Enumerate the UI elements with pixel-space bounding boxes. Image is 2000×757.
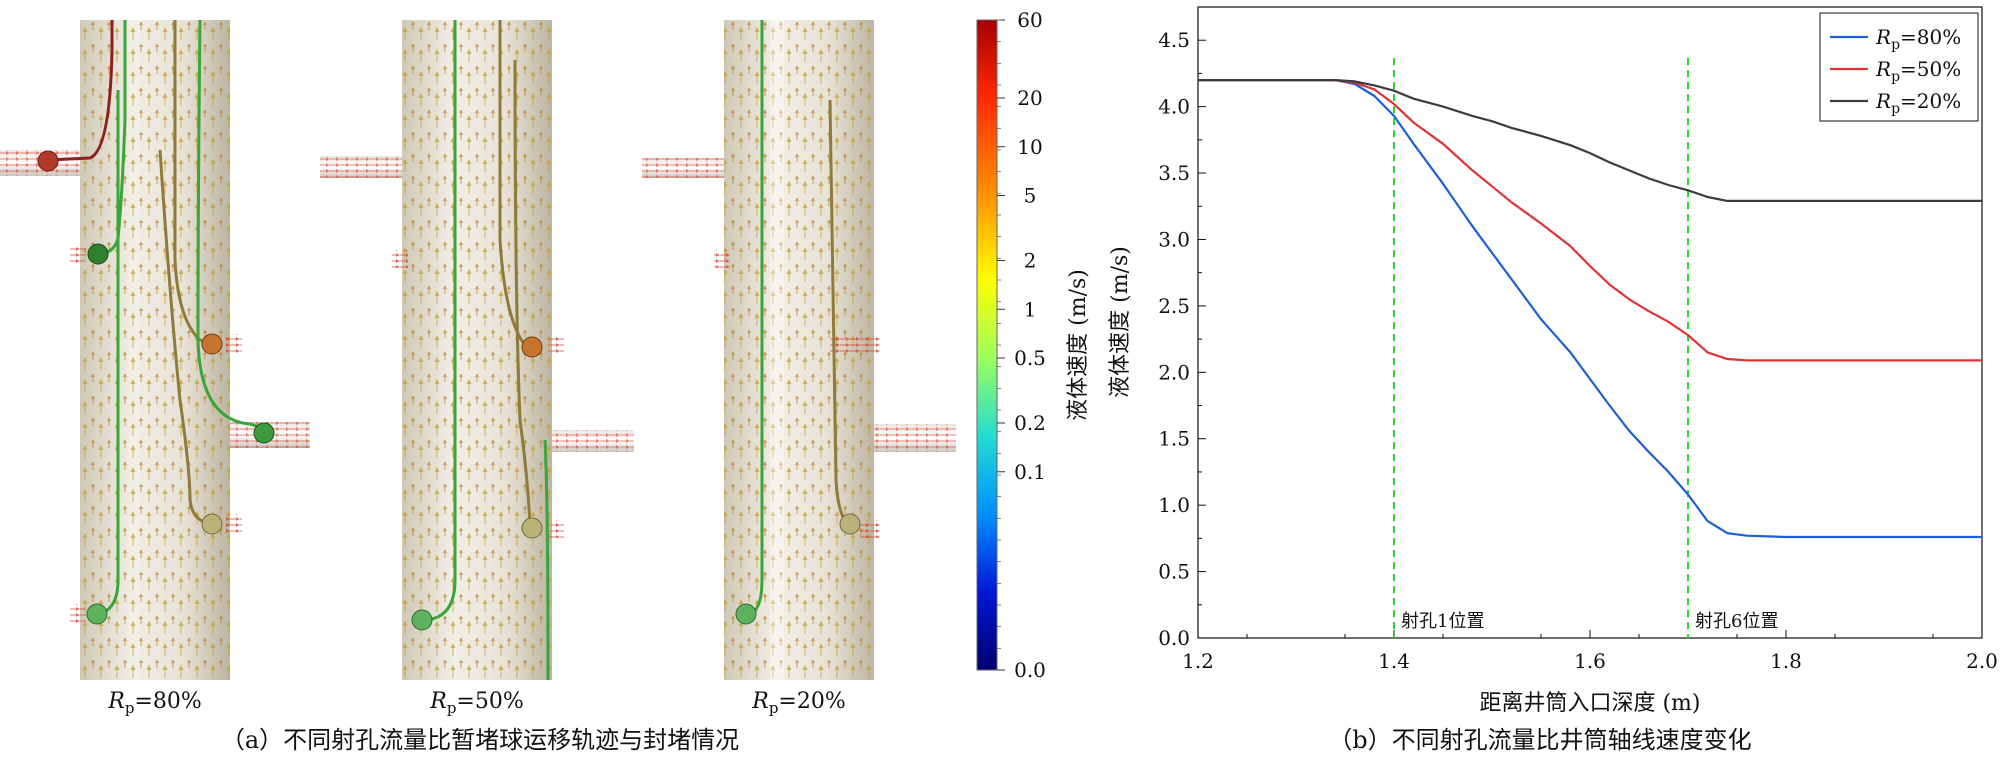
colorbar: 60 20 10 5 2 1 0.5 0.2 0.1 0.0 液体速度 (m/s) xyxy=(976,8,1091,682)
colorbar-tick-label: 60 xyxy=(1017,8,1042,32)
diverting-ball xyxy=(201,513,223,535)
wellbore-cylinder-20 xyxy=(642,20,956,680)
colorbar-tick-label: 0.5 xyxy=(1014,346,1046,370)
colorbar-tick-label: 10 xyxy=(1017,135,1042,159)
diverting-ball xyxy=(521,336,543,358)
wellbore-cylinder-80 xyxy=(0,19,310,680)
diverting-ball xyxy=(87,243,109,265)
wellbore-cylinder-50 xyxy=(320,20,634,681)
legend-label: Rp=50% xyxy=(1875,57,1961,85)
colorbar-title: 液体速度 (m/s) xyxy=(1066,269,1091,421)
caption-b: （b）不同射孔流量比井筒轴线速度变化 xyxy=(1328,726,1751,754)
diverting-ball xyxy=(253,422,275,444)
legend-label: Rp=80% xyxy=(1875,25,1961,53)
colorbar-gradient xyxy=(976,19,998,671)
y-tick-label: 2.0 xyxy=(1158,360,1190,384)
perforation-stub xyxy=(70,604,86,624)
diverting-ball xyxy=(411,609,433,631)
perforation-stub xyxy=(548,336,564,354)
legend-box xyxy=(1819,12,1979,122)
ball-trajectory xyxy=(543,439,550,681)
caption-a: （a）不同射孔流量比暂堵球运移轨迹与封堵情况 xyxy=(221,726,739,754)
panel-a-trajectories: Rp=80% Rp=50% Rp=20% 60 20 10 5 2 1 0.5 0.2 0.1 0… xyxy=(0,8,1091,754)
x-tick-label: 2.0 xyxy=(1966,649,1998,673)
ball-trajectory xyxy=(47,20,114,162)
ball-trajectory xyxy=(196,19,263,430)
perforation-stub xyxy=(714,250,730,268)
x-tick-label: 1.4 xyxy=(1378,649,1410,673)
perforation-stub xyxy=(226,334,242,354)
perforation-marker-label: 射孔1位置 xyxy=(1401,611,1484,632)
series-line xyxy=(1198,79,1982,539)
colorbar-tick-label: 20 xyxy=(1017,86,1042,110)
diverting-ball xyxy=(201,333,223,355)
diverting-ball xyxy=(839,513,861,535)
y-tick-label: 3.5 xyxy=(1158,161,1190,185)
legend-label: Rp=20% xyxy=(1875,89,1961,117)
y-tick-label: 0.5 xyxy=(1158,560,1190,584)
rp-label-20: Rp=20% xyxy=(751,689,846,717)
diverting-ball xyxy=(86,603,108,625)
y-tick-label: 4.5 xyxy=(1158,28,1190,52)
diverting-ball xyxy=(735,603,757,625)
perforation-stub xyxy=(860,520,880,538)
perforation-stub xyxy=(226,514,242,534)
rp-label-80: Rp=80% xyxy=(107,689,202,717)
colorbar-tick-label: 0.0 xyxy=(1014,658,1046,682)
perforation-marker-label: 射孔6位置 xyxy=(1695,611,1778,632)
y-tick-label: 0.0 xyxy=(1158,626,1190,650)
perforation-stub xyxy=(392,250,408,268)
x-tick-label: 1.6 xyxy=(1574,649,1606,673)
colorbar-tick-label: 0.1 xyxy=(1014,460,1046,484)
y-tick-label: 3.0 xyxy=(1158,227,1190,251)
perforation-stub xyxy=(830,336,880,354)
series-line xyxy=(1198,79,1982,202)
perforation-stub xyxy=(548,520,564,538)
diverting-ball xyxy=(521,517,543,539)
colorbar-tick-label: 2 xyxy=(1024,249,1037,273)
x-tick-label: 1.8 xyxy=(1770,649,1802,673)
ball-trajectory xyxy=(158,149,211,526)
colorbar-tick-label: 0.2 xyxy=(1014,411,1046,435)
x-tick-label: 1.2 xyxy=(1182,649,1214,673)
ball-trajectory xyxy=(513,59,532,527)
perforation-stub xyxy=(70,245,86,265)
y-tick-label: 2.5 xyxy=(1158,294,1190,318)
x-axis-title: 距离井筒入口深度 (m) xyxy=(1479,691,1700,716)
y-tick-label: 1.0 xyxy=(1158,493,1190,517)
colorbar-tick-label: 1 xyxy=(1024,297,1037,321)
series-line xyxy=(1198,79,1982,362)
y-tick-label: 1.5 xyxy=(1158,427,1190,451)
panel-b-velocity-chart: 1.2 1.4 1.6 1.8 2.0 0.0 0.5 1.0 1.5 2.0 2.5 3.0 3.5 4… xyxy=(1108,6,1998,754)
y-tick-label: 4.0 xyxy=(1158,95,1190,119)
ball-trajectory xyxy=(828,99,850,526)
rp-label-50: Rp=50% xyxy=(429,689,524,717)
colorbar-ticks: 60 20 10 5 2 1 0.5 0.2 0.1 0.0 xyxy=(997,8,1046,682)
legend: Rp=80% Rp=50% Rp=20% xyxy=(1819,12,1979,122)
diverting-ball xyxy=(37,150,59,172)
colorbar-tick-label: 5 xyxy=(1024,184,1037,208)
y-axis-title: 液体速度 (m/s) xyxy=(1108,246,1133,398)
